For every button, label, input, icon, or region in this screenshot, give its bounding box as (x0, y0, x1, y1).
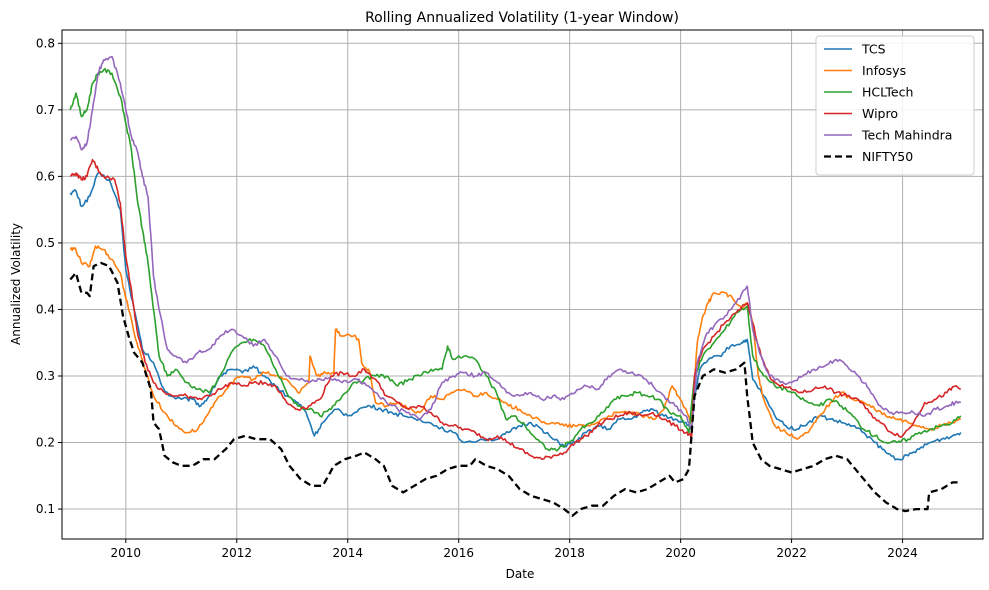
series-line-nifty50 (69, 261, 961, 517)
y-tick-label: 0.4 (36, 302, 55, 316)
y-tick-label: 0.2 (36, 436, 55, 450)
series-layer (69, 55, 962, 517)
legend-label: Tech Mahindra (861, 128, 952, 143)
legend-box (815, 35, 975, 176)
y-tick-label: 0.3 (36, 369, 55, 383)
y-axis-ticks: 0.1 0.2 0.3 0.4 0.5 0.6 0.7 0.8 (36, 36, 62, 516)
x-tick-label: 2012 (221, 546, 252, 560)
legend-label: HCLTech (862, 85, 913, 100)
y-tick-label: 0.8 (36, 36, 55, 50)
legend-label: Wipro (862, 106, 898, 121)
x-axis-ticks: 2010 2012 2014 2016 2018 2020 2022 2024 (111, 539, 918, 560)
x-tick-label: 2014 (332, 546, 363, 560)
series-line-tech-mahindra (70, 55, 962, 430)
series-line-wipro (69, 158, 962, 460)
y-tick-label: 0.5 (36, 236, 55, 250)
legend: TCS Infosys HCLTech Wipro Tech Mahindra NIFTY… (815, 35, 975, 176)
series-line-infosys (69, 245, 962, 440)
y-axis-label: Annualized Volatility (9, 223, 23, 345)
x-tick-label: 2018 (554, 546, 585, 560)
legend-label: Infosys (862, 63, 906, 78)
x-tick-label: 2020 (665, 546, 696, 560)
series-line-hcltech (69, 67, 962, 452)
chart-title: Rolling Annualized Volatility (1-year Wi… (365, 10, 679, 26)
legend-label: NIFTY50 (862, 149, 913, 164)
y-tick-label: 0.6 (36, 169, 55, 183)
legend-label: TCS (861, 42, 886, 57)
y-tick-label: 0.1 (36, 502, 55, 516)
x-axis-label: Date (506, 567, 535, 581)
plot-frame (61, 29, 984, 540)
x-tick-label: 2022 (776, 546, 807, 560)
y-tick-label: 0.7 (36, 103, 55, 117)
x-tick-label: 2010 (111, 546, 142, 560)
x-tick-label: 2016 (443, 546, 474, 560)
x-tick-label: 2024 (887, 546, 918, 560)
